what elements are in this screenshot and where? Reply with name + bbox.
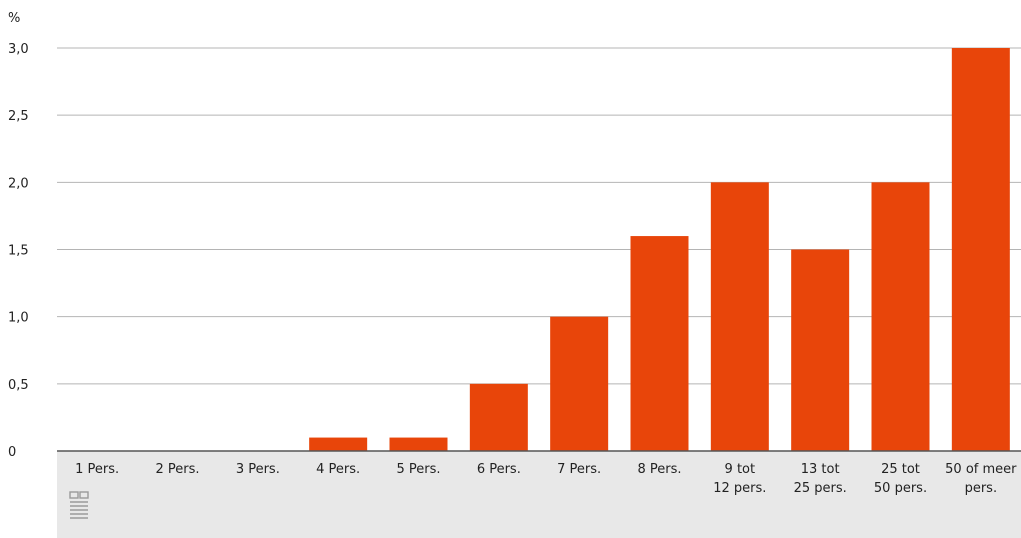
y-tick-label: 1,5 (8, 244, 29, 259)
x-tick-label-line: 25 pers. (794, 481, 847, 496)
y-tick-label: 2,0 (8, 176, 29, 191)
x-tick-label: 25 tot 50 pers. (874, 462, 927, 496)
x-tick-label-line: 25 tot (881, 462, 920, 477)
y-tick-label: 0,5 (8, 378, 29, 393)
bar (630, 236, 689, 451)
x-tick-label: 2 Pers. (155, 462, 199, 477)
x-tick-label: 6 Pers. (477, 462, 521, 477)
y-tick-label: 3,0 (8, 42, 29, 57)
x-tick-label-line: 7 Pers. (557, 462, 601, 477)
x-tick-label-line: 9 tot (725, 462, 756, 477)
x-axis-footer-band (57, 451, 1021, 538)
bar (309, 437, 368, 451)
x-tick-label: 13 tot 25 pers. (794, 462, 847, 496)
x-tick-label: 3 Pers. (236, 462, 280, 477)
x-tick-label-line: 3 Pers. (236, 462, 280, 477)
x-tick-label-line: 5 Pers. (396, 462, 440, 477)
bar (791, 249, 850, 451)
x-tick-label-line: 6 Pers. (477, 462, 521, 477)
bar (389, 437, 448, 451)
x-tick-label-line: 8 Pers. (637, 462, 681, 477)
bar (550, 316, 609, 451)
x-tick-label: 4 Pers. (316, 462, 360, 477)
x-tick-label-line: 4 Pers. (316, 462, 360, 477)
x-tick-label-line: 2 Pers. (155, 462, 199, 477)
bar (951, 48, 1010, 451)
gridlines (57, 47, 1021, 385)
x-tick-label-line: 12 pers. (713, 481, 766, 496)
x-tick-label-line: pers. (965, 481, 998, 496)
x-tick-label: 7 Pers. (557, 462, 601, 477)
y-tick-label: 1,0 (8, 311, 29, 326)
x-tick-label: 9 tot 12 pers. (713, 462, 766, 496)
bar (710, 182, 769, 452)
y-axis-ticks: 0 0,5 1,0 1,5 2,0 2,5 3,0 (8, 42, 29, 460)
x-tick-label-line: 50 pers. (874, 481, 927, 496)
y-tick-label: 0 (8, 445, 16, 460)
y-axis-unit-label: % (8, 11, 20, 26)
y-tick-label: 2,5 (8, 109, 29, 124)
x-tick-label-line: 1 Pers. (75, 462, 119, 477)
x-tick-label-line: 50 of meer (945, 462, 1017, 477)
x-tick-label: 1 Pers. (75, 462, 119, 477)
x-tick-label: 5 Pers. (396, 462, 440, 477)
bars (309, 48, 1010, 452)
bar (871, 182, 930, 452)
x-tick-label: 8 Pers. (637, 462, 681, 477)
cbs-logo-icon (69, 491, 89, 519)
x-tick-label: 50 of meer pers. (945, 462, 1017, 496)
x-axis-category-labels: 1 Pers. 2 Pers. 3 Pers. 4 Pers. 5 Pers. 6 Per… (75, 462, 1017, 496)
x-tick-label-line: 13 tot (801, 462, 840, 477)
bar (469, 383, 528, 451)
